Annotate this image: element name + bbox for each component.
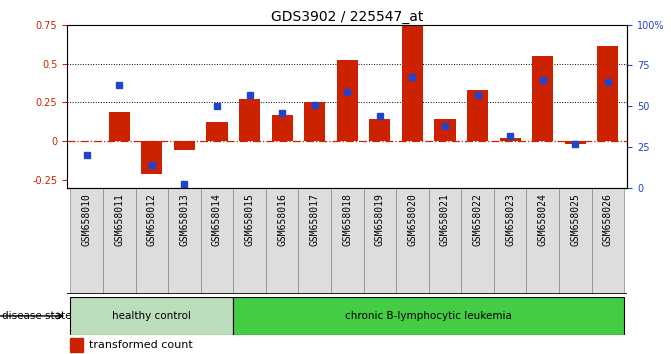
Bar [565,141,586,144]
Text: GSM658015: GSM658015 [244,193,254,246]
Text: GSM658014: GSM658014 [212,193,222,246]
Bar [201,188,234,294]
Bar [70,297,234,335]
Bar [136,188,168,294]
Bar [494,188,527,294]
Bar [168,188,201,294]
Text: GSM658020: GSM658020 [407,193,417,246]
Text: GSM658018: GSM658018 [342,193,352,246]
Text: GSM658011: GSM658011 [114,193,124,246]
Bar [429,188,461,294]
Text: disease state: disease state [2,311,72,321]
Bar [364,188,396,294]
Bar [592,188,624,294]
Bar [272,115,293,141]
Bar [499,138,521,141]
Bar [234,297,624,335]
Title: GDS3902 / 225547_at: GDS3902 / 225547_at [271,10,423,24]
Bar [559,188,592,294]
Text: GSM658012: GSM658012 [147,193,157,246]
Text: chronic B-lymphocytic leukemia: chronic B-lymphocytic leukemia [346,311,512,321]
Text: GSM658022: GSM658022 [472,193,482,246]
Text: GSM658017: GSM658017 [310,193,319,246]
Bar [461,188,494,294]
Bar [532,56,554,141]
Bar [234,188,266,294]
Text: GSM658026: GSM658026 [603,193,613,246]
Text: GSM658025: GSM658025 [570,193,580,246]
Bar [597,46,619,141]
Text: GSM658010: GSM658010 [82,193,92,246]
Bar [396,188,429,294]
Text: healthy control: healthy control [112,311,191,321]
Bar [103,188,136,294]
Bar [337,61,358,141]
Bar [434,119,456,141]
Bar [402,26,423,141]
Bar [239,99,260,141]
Bar [331,188,364,294]
Bar [369,119,391,141]
Text: GSM658021: GSM658021 [440,193,450,246]
Text: GSM658016: GSM658016 [277,193,287,246]
Bar [467,90,488,141]
Bar [304,102,325,141]
Bar [141,141,162,174]
Text: GSM658024: GSM658024 [537,193,548,246]
Bar [207,122,227,141]
Text: GSM658019: GSM658019 [375,193,384,246]
Bar [70,338,83,352]
Text: GSM658013: GSM658013 [179,193,189,246]
Bar [527,188,559,294]
Text: GSM658023: GSM658023 [505,193,515,246]
Text: transformed count: transformed count [89,340,193,350]
Bar [70,188,103,294]
Bar [109,112,130,141]
Bar [174,141,195,150]
Bar [299,188,331,294]
Bar [266,188,299,294]
